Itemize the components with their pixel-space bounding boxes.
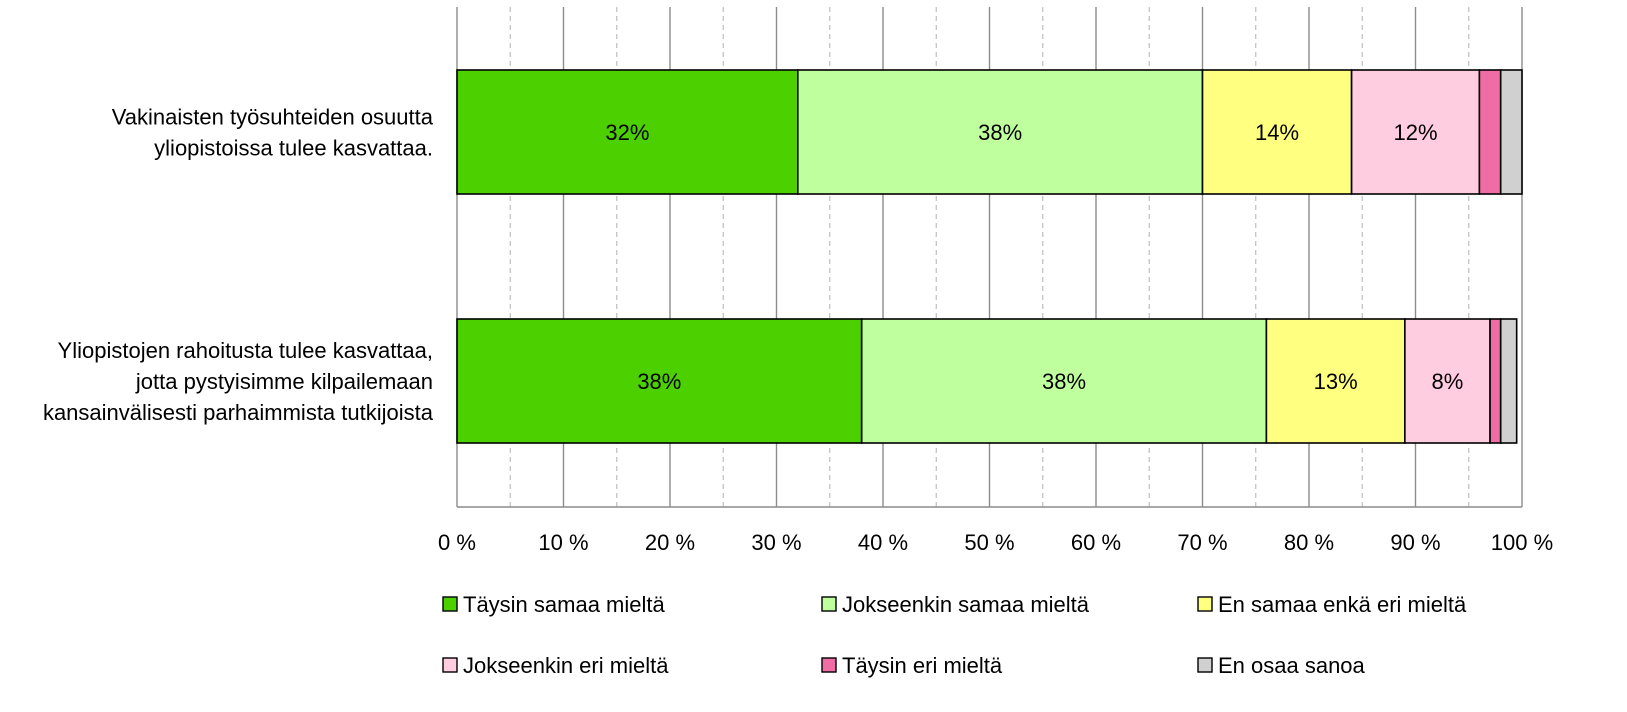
- category-label: yliopistoissa tulee kasvattaa.: [154, 136, 433, 161]
- x-tick-label: 30 %: [751, 530, 801, 555]
- legend-swatch: [442, 657, 458, 673]
- bar-segment: [1499, 69, 1523, 195]
- x-tick-label: 20 %: [645, 530, 695, 555]
- x-tick-label: 50 %: [964, 530, 1014, 555]
- legend-label: Täysin samaa mieltä: [463, 592, 666, 617]
- x-tick-label: 60 %: [1071, 530, 1121, 555]
- legend-label: En osaa sanoa: [1218, 653, 1366, 678]
- category-label: Yliopistojen rahoitusta tulee kasvattaa,: [58, 338, 433, 363]
- legend-label: Jokseenkin samaa mieltä: [842, 592, 1090, 617]
- legend-label: Täysin eri mieltä: [842, 653, 1003, 678]
- bar-segment: [456, 69, 799, 195]
- legend-swatch: [821, 596, 837, 612]
- bar-segment: [1201, 69, 1353, 195]
- data-label: 13%: [1314, 369, 1358, 394]
- bar-segment: [796, 69, 1204, 195]
- x-tick-label: 40 %: [858, 530, 908, 555]
- data-label: 38%: [637, 369, 681, 394]
- bar-segment: [1350, 69, 1481, 195]
- bar-segment: [1499, 318, 1518, 444]
- category-label: Vakinaisten työsuhteiden osuutta: [112, 105, 434, 130]
- x-tick-label: 100 %: [1491, 530, 1553, 555]
- bar-segment: [1478, 69, 1502, 195]
- legend-swatch: [1197, 657, 1213, 673]
- bar-segment: [1265, 318, 1406, 444]
- data-label: 38%: [978, 120, 1022, 145]
- data-label: 8%: [1432, 369, 1464, 394]
- data-label: 38%: [1042, 369, 1086, 394]
- category-label: kansainvälisesti parhaimmista tutkijoist…: [43, 400, 434, 425]
- legend-swatch: [442, 596, 458, 612]
- x-tick-label: 70 %: [1177, 530, 1227, 555]
- legend-swatch: [1197, 596, 1213, 612]
- data-label: 12%: [1393, 120, 1437, 145]
- legend-swatch: [821, 657, 837, 673]
- category-label: jotta pystyisimme kilpailemaan: [135, 369, 433, 394]
- legend-label: Jokseenkin eri mieltä: [463, 653, 669, 678]
- legend-label: En samaa enkä eri mieltä: [1218, 592, 1467, 617]
- x-tick-label: 90 %: [1390, 530, 1440, 555]
- data-label: 14%: [1255, 120, 1299, 145]
- x-tick-label: 80 %: [1284, 530, 1334, 555]
- data-label: 32%: [605, 120, 649, 145]
- bar-segment: [1404, 318, 1491, 444]
- bar-segment: [456, 318, 863, 444]
- x-tick-label: 10 %: [538, 530, 588, 555]
- x-tick-label: 0 %: [438, 530, 476, 555]
- bar-segment: [1489, 318, 1502, 444]
